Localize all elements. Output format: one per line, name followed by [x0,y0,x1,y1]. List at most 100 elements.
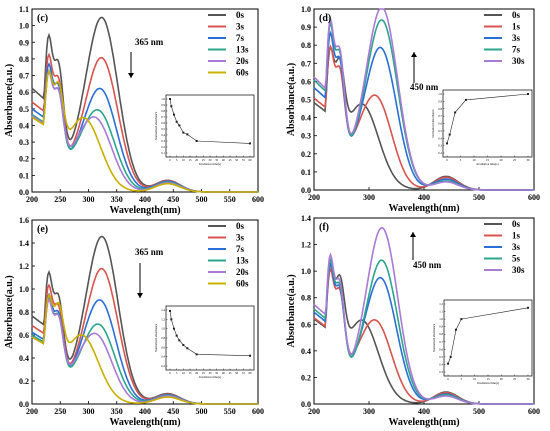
inset-point [464,98,467,101]
legend-label-1s: 1s [512,22,521,32]
y-tick-label: 0.0 [19,400,29,409]
x-tick-label: 600 [252,407,264,416]
inset-x-tick-label: 45 [229,371,233,375]
inset-x-tick-label: 25 [202,158,206,162]
inset-y-tick-label: 0.4 [161,355,165,359]
y-tick-label: 1.0 [19,22,29,31]
legend-label-60s: 60s [236,68,249,78]
legend-label-13s: 13s [236,45,249,55]
y-axis-title: Absorbance(a.u.) [286,274,297,347]
inset-x-tick-label: 20 [500,377,504,381]
arrow-head [411,52,417,57]
x-tick-label: 200 [308,407,320,416]
y-tick-label: 0.1 [301,168,311,177]
inset-y-title: Normalized absorbance [154,323,158,352]
inset-x-tick-label: 50 [235,158,239,162]
inset-point [460,318,463,321]
y-tick-label: 0.2 [301,150,311,159]
inset-frame [165,94,255,158]
inset-point [195,140,198,142]
inset-x-tick-label: 35 [215,158,219,162]
inset-y-tick-label: 0.7 [439,340,443,344]
legend-label-20s: 20s [236,56,249,66]
inset-point [182,344,185,346]
inset-x-tick-label: 25 [202,371,206,375]
x-tick-label: 400 [139,407,151,416]
x-tick-label: 300 [83,407,95,416]
legend-label-3s: 3s [236,22,245,32]
legend-label-0s: 0s [512,219,521,229]
inset-x-tick-label: 25 [513,158,517,162]
inset-y-tick-label: 0.5 [438,129,442,133]
inset-y-tick-label: 0.4 [161,133,165,137]
inset-x-tick-label: 10 [182,371,186,375]
y-tick-label: 0.7 [19,72,29,81]
inset-point [175,120,178,123]
y-tick-label: 0.7 [301,59,311,68]
inset-chart: 0.2 0.3 0.4 0.5 0.6 0.7 0.8 0.9 1.0 0 5 10 15 20 25 30 I… [431,89,533,166]
inset-y-tick-label: 0.1 [161,151,165,155]
inset-x-tick-label: 15 [487,377,491,381]
legend-label-13s: 13s [236,256,249,266]
inset-y-tick-label: 0.8 [438,107,442,111]
inset-y-tick-label: 0.6 [161,345,165,349]
inset-x-tick-label: 45 [229,158,233,162]
inset-point [175,334,178,337]
inset-y-tick-label: 1.0 [161,97,165,101]
legend-label-3s: 3s [236,233,245,243]
arrow-head [128,73,134,78]
inset-x-tick-label: 0 [169,371,171,375]
y-tick-label: 0.8 [301,294,311,303]
legend-label-5s: 5s [512,254,521,264]
y-tick-label: 0.0 [301,400,311,409]
y-tick-label: 0.6 [19,88,29,97]
inset-y-title: Normalized absorbance [431,109,435,138]
inset-x-tick-label: 40 [222,158,226,162]
y-tick-label: 0.0 [19,188,29,197]
inset-x-tick-label: 55 [242,158,246,162]
inset-y-tick-label: 0.6 [438,122,442,126]
x-tick-label: 400 [418,407,430,416]
arrow-head [137,293,143,298]
panel-label: (e) [37,224,48,235]
x-tick-label: 300 [363,193,375,202]
inset-x-tick-label: 30 [209,158,213,162]
inset-point [527,306,529,309]
wavelength-annotation: 450 nm [413,260,442,270]
panel-label: (d) [319,13,331,24]
y-tick-label: 0.0 [301,186,311,195]
inset-point [169,98,171,100]
panel-label: (f) [319,222,329,233]
inset-point [249,142,251,145]
inset-x-tick-label: 40 [222,371,226,375]
inset-y-tick-label: 0.5 [439,355,443,359]
inset-x-tick-label: 50 [235,371,239,375]
inset-y-tick-label: 0.6 [161,121,165,125]
y-tick-label: 0.5 [19,105,29,114]
inset-y-tick-label: 0.4 [438,136,442,140]
y-tick-label: 0.4 [301,114,311,123]
inset-x-tick-label: 25 [513,377,517,381]
inset-point [169,309,171,312]
inset-y-tick-label: 1.0 [161,327,165,331]
inset-y-title: Normalized absorbance [432,323,436,352]
inset-x-tick-label: 30 [527,158,531,162]
x-tick-label: 600 [528,407,540,416]
inset-y-tick-label: 1.2 [161,317,165,321]
inset-point [182,131,185,134]
inset-point [173,327,175,330]
inset-x-tick-label: 10 [473,377,477,381]
x-axis-title: Wavelength(nm) [388,417,459,428]
legend-label-0s: 0s [512,10,521,20]
legend-label-7s: 7s [236,33,245,43]
x-tick-label: 250 [54,407,66,416]
y-tick-label: 1.0 [19,285,29,294]
y-tick-label: 0.2 [19,377,29,386]
y-tick-label: 0.9 [19,38,29,47]
inset-chart: 0.20.40.60.81.01.21.40 5 10 15 20 25 30 35 40 45 5… [154,305,255,379]
x-tick-label: 500 [473,407,485,416]
inset-chart: 0.1 0.2 0.3 0.4 0.5 0.6 0.7 0.8 0.9 1.0 0 5 10 15 20 25… [154,94,255,166]
inset-y-tick-label: 1.0 [438,92,442,96]
